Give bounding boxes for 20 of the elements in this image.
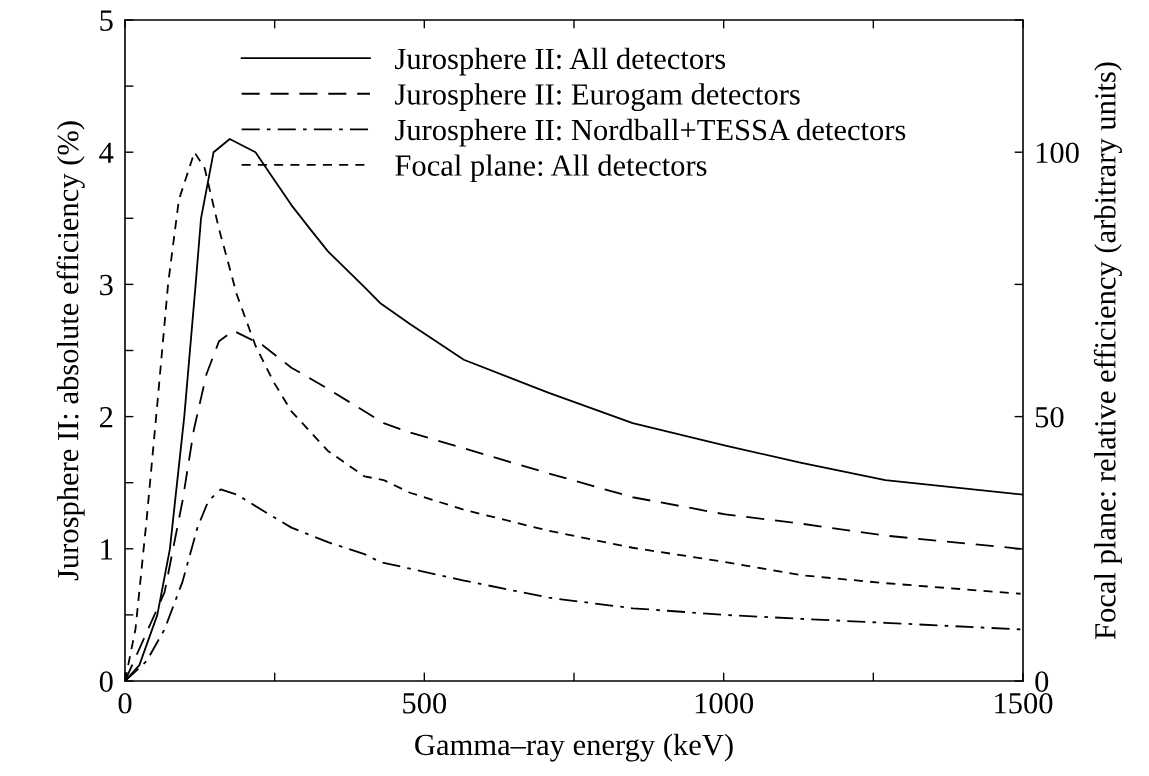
y-tick-label: 2 bbox=[99, 406, 113, 428]
x-tick-label: 0 bbox=[118, 692, 132, 714]
y-tick-label: 0 bbox=[99, 671, 113, 692]
x-tick-label: 1500 bbox=[995, 692, 1053, 714]
y-tick-label: 5 bbox=[100, 10, 113, 31]
y2-tick-label: 50 bbox=[1035, 406, 1064, 428]
y2-axis-title: Focal plane: relative efficiency (arbitrary units) bbox=[1093, 62, 1122, 640]
y2-tick-label: 100 bbox=[1036, 142, 1079, 164]
y-axis-title: Jurosphere II: absolute efficiency (%) bbox=[56, 121, 85, 581]
y-tick-label: 4 bbox=[99, 142, 114, 163]
x-tick-label: 500 bbox=[403, 692, 447, 714]
legend-label: Focal plane: All detectors bbox=[395, 154, 707, 183]
y-tick-label: 1 bbox=[101, 539, 113, 560]
legend-label: Jurosphere II: Nordball+TESSA detectors bbox=[395, 118, 906, 147]
y2-tick-label: 0 bbox=[1035, 671, 1049, 692]
legend-label: Jurosphere II: Eurogam detectors bbox=[395, 83, 800, 112]
legend-label: Jurosphere II: All detectors bbox=[395, 47, 726, 76]
x-tick-label: 1000 bbox=[695, 692, 754, 714]
y-tick-label: 3 bbox=[100, 274, 113, 296]
x-axis-title: Gamma–ray energy (keV) bbox=[415, 733, 733, 762]
